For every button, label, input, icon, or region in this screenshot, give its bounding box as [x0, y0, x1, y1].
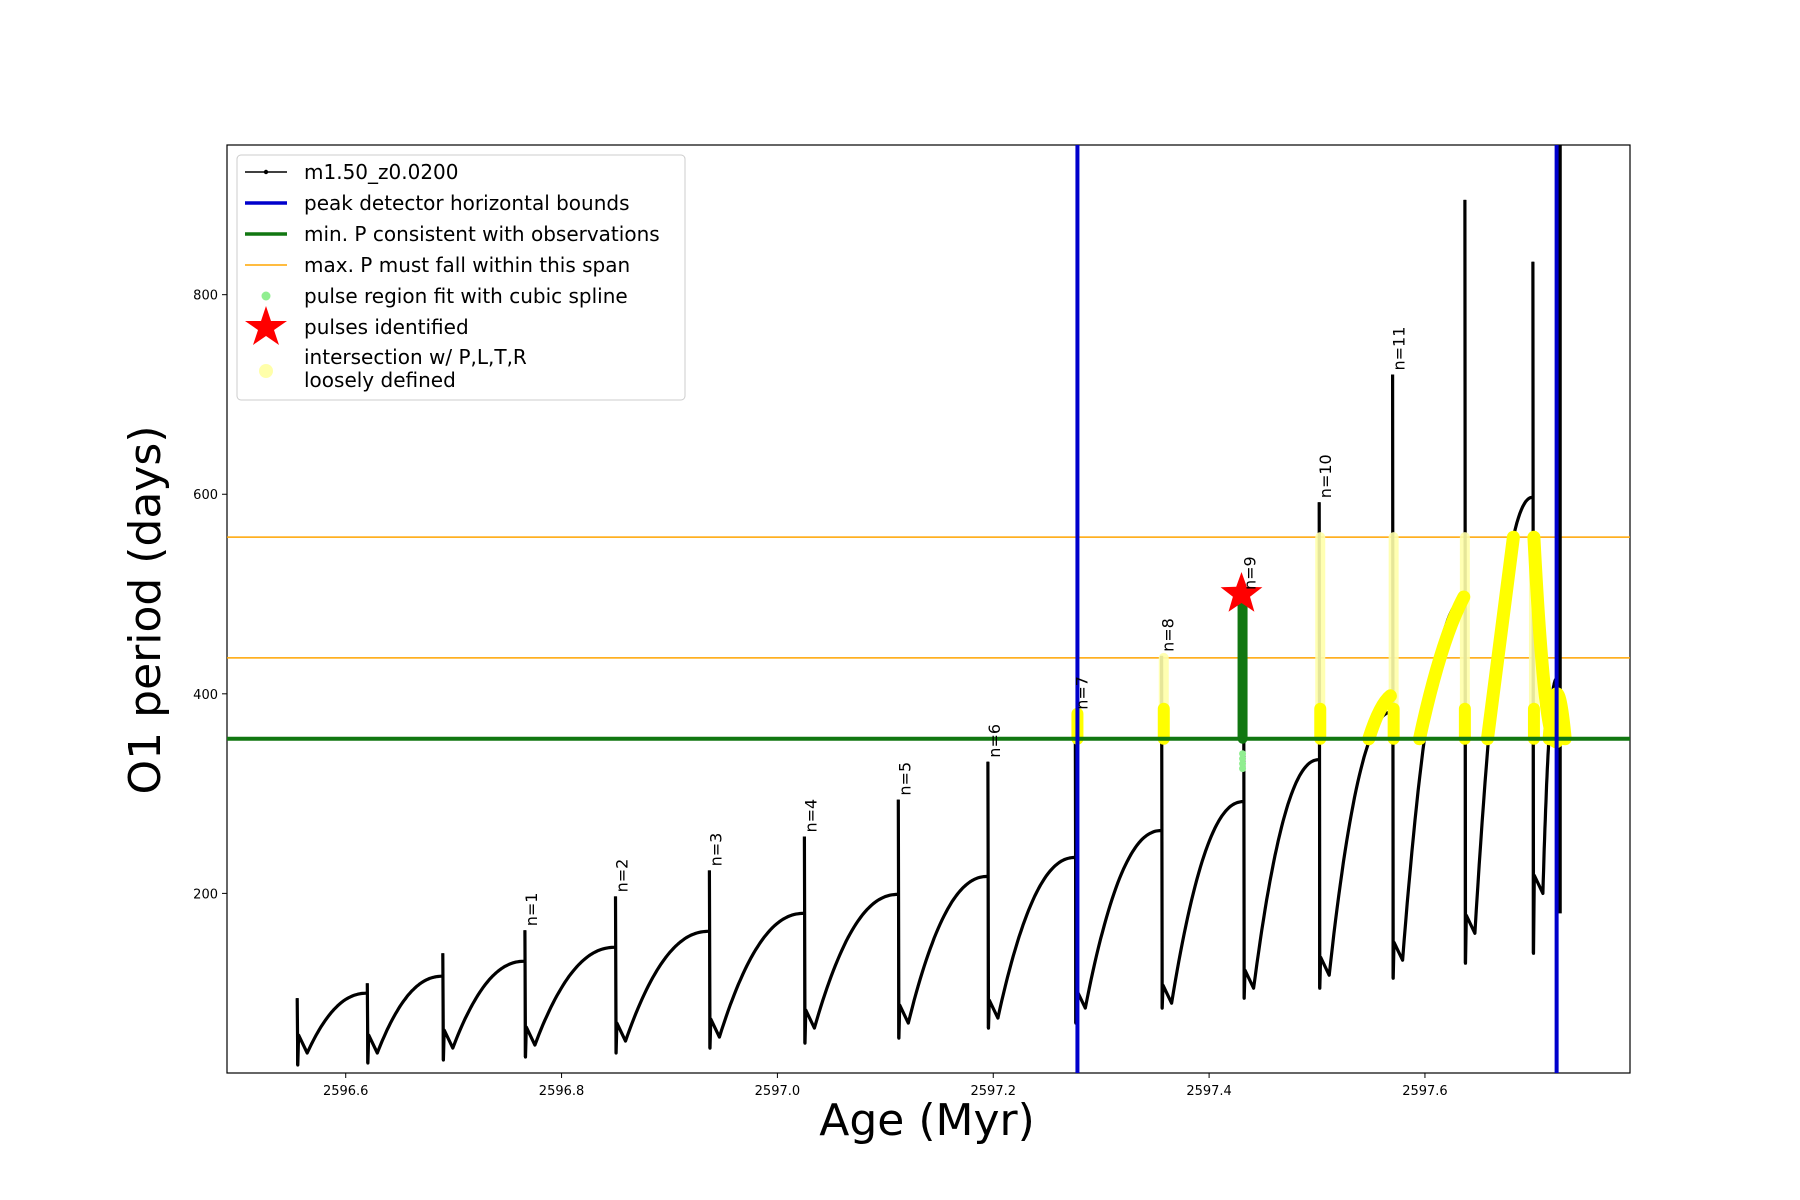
legend: m1.50_z0.0200 peak detector horizontal b…: [236, 154, 686, 401]
model-cycle-15: [1463, 199, 1534, 965]
plot-frame: [226, 144, 1631, 1074]
model-cycle-9: [986, 761, 1076, 1030]
model-cycle-7: [802, 836, 899, 1045]
x-tick-label-4: 2597.2: [971, 1084, 1017, 1099]
legend-max-period-label: max. P must fall within this span: [304, 253, 630, 277]
model-cycle-6: [707, 870, 805, 1050]
pulse-label-5: n=5: [895, 762, 914, 796]
data-layer: n=1 n=2 n=3 n=4 n=5 n=6 n=7 n=8 n=9 n=10 n=11: [227, 145, 1630, 1073]
spline-point-1: [1239, 765, 1247, 773]
pulse-label-8: n=8: [1159, 618, 1178, 652]
pulse-label-2: n=2: [613, 859, 632, 893]
y-axis-title: O1 period (days): [120, 426, 171, 795]
legend-model-marker-icon: [263, 169, 269, 175]
pulse-label-10: n=10: [1316, 454, 1335, 498]
pulse-label-6: n=6: [985, 724, 1004, 758]
y-tick-label-3: 600: [193, 488, 218, 503]
pulse-label-11: n=11: [1390, 327, 1409, 371]
legend-intersection-label-line2: loosely defined: [304, 368, 456, 392]
model-cycle-2: [365, 974, 443, 1065]
pulse-label-7: n=7: [1072, 676, 1091, 710]
x-axis-title: Age (Myr): [819, 1095, 1035, 1146]
x-tick-label-6: 2597.6: [1402, 1084, 1448, 1099]
model-cycle-10: [1073, 713, 1162, 1025]
model-cycle-1: [295, 991, 368, 1067]
model-cycle-12: [1242, 593, 1320, 1000]
intersection-curve-3: [1481, 530, 1520, 746]
model-cycle-13: [1317, 502, 1393, 990]
model-cycle-3: [441, 953, 525, 1062]
legend-intersection-icon: [259, 364, 273, 378]
spline-point-2: [1239, 760, 1247, 768]
legend-spline-icon: [261, 291, 271, 301]
legend-intersection-label: intersection w/ P,L,T,R: [304, 345, 527, 369]
x-tick-label-1: 2596.6: [323, 1084, 369, 1099]
y-tick-label-1: 200: [193, 887, 218, 902]
legend-box: [236, 154, 686, 401]
model-cycle-11: [1160, 655, 1244, 1010]
intersection-curve-1: [1362, 689, 1397, 746]
x-tick-label-2: 2596.8: [539, 1084, 585, 1099]
model-cycle-4: [523, 930, 616, 1059]
legend-min-period-label: min. P consistent with observations: [304, 222, 660, 246]
y-tick-label-4: 800: [193, 289, 218, 304]
model-cycle-5: [613, 896, 710, 1055]
spline-point-3: [1239, 755, 1247, 763]
legend-pulses-label: pulses identified: [304, 315, 469, 339]
model-cycle-8: [896, 799, 988, 1040]
pulse-label-3: n=3: [706, 833, 725, 867]
y-tick-label-2: 400: [193, 688, 218, 703]
pulse-label-9: n=9: [1241, 556, 1260, 590]
legend-spline-label: pulse region fit with cubic spline: [304, 284, 628, 308]
legend-model-label: m1.50_z0.0200: [304, 160, 459, 184]
x-tick-label-5: 2597.4: [1186, 1084, 1232, 1099]
legend-pulse-star-icon: [245, 306, 287, 345]
pulse-label-4: n=4: [801, 799, 820, 833]
pulse-label-1: n=1: [522, 893, 541, 927]
legend-peak-bounds-label: peak detector horizontal bounds: [304, 191, 630, 215]
intersection-curve-2: [1413, 590, 1471, 746]
pulse-star-marker: [1220, 572, 1263, 612]
spline-point-4: [1239, 750, 1247, 758]
x-tick-label-3: 2597.0: [755, 1084, 801, 1099]
tick-layer: 2596.6 2596.8 2597.0 2597.2 2597.4 2597.6 200 4…: [193, 289, 1448, 1099]
